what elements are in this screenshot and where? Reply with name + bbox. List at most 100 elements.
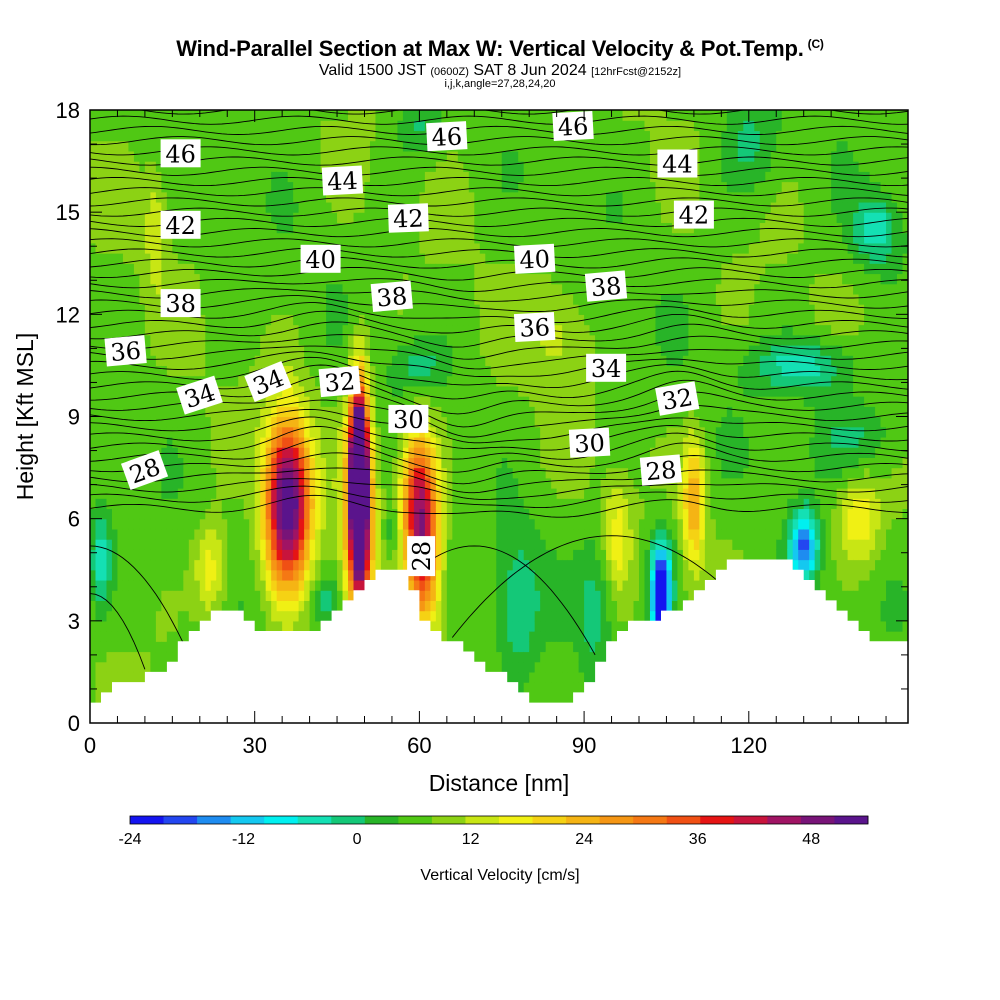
w-cell [337,191,344,203]
w-cell [369,447,377,458]
w-cell [155,253,162,264]
w-cell [122,416,130,428]
w-cell [155,365,162,377]
w-cell [238,498,245,510]
w-cell [161,120,168,132]
w-cell [342,130,349,142]
w-cell [287,253,294,264]
w-cell [172,447,179,458]
w-cell [216,508,223,520]
w-cell [221,324,228,336]
w-cell [166,559,173,571]
w-cell [320,600,327,612]
w-cell [507,344,514,356]
w-cell [183,324,190,336]
w-cell [386,396,393,407]
w-cell [243,324,250,336]
w-cell [90,283,97,295]
w-cell [106,661,113,673]
w-cell [430,457,437,469]
w-cell [276,232,283,244]
w-cell [216,181,223,193]
w-cell [457,518,464,530]
w-cell [90,620,97,632]
w-cell [183,528,190,540]
w-cell [342,191,349,203]
w-cell [408,232,415,244]
w-cell [100,242,108,254]
w-cell [457,365,464,377]
w-cell [463,232,470,244]
w-cell [221,539,228,550]
w-cell [227,488,234,499]
w-cell [128,110,135,121]
w-cell [210,344,217,356]
w-cell [304,130,311,142]
w-cell [534,447,541,458]
w-cell [337,467,344,479]
w-cell [238,140,245,152]
w-cell [298,600,305,612]
w-cell [479,334,486,346]
w-cell [309,385,316,397]
w-cell [479,365,486,377]
w-cell [254,283,261,295]
w-cell [326,130,333,142]
w-cell [282,396,289,407]
w-cell [337,539,344,550]
w-cell [106,498,113,510]
w-cell [95,263,102,275]
w-cell [111,518,119,530]
w-cell [315,518,322,530]
w-cell [320,314,327,326]
w-cell [117,161,124,172]
w-cell [150,600,157,612]
w-cell [435,488,442,499]
w-cell [375,181,382,193]
w-cell [155,212,162,223]
w-cell [90,314,97,326]
w-cell [342,549,349,561]
w-cell [155,293,162,305]
w-cell [397,130,404,142]
w-cell [122,314,130,326]
w-cell [227,263,234,275]
w-cell [216,447,223,458]
w-cell [139,641,146,653]
w-cell [534,181,541,193]
w-cell [496,171,503,183]
w-cell [413,171,420,183]
w-cell [540,293,547,305]
w-cell [534,385,541,397]
w-cell [457,477,464,489]
w-cell [496,549,503,561]
w-cell [205,508,212,520]
w-cell [364,355,371,367]
w-cell [111,447,119,458]
w-cell [122,671,130,683]
w-cell [287,304,294,315]
w-cell [468,610,475,622]
w-cell [199,171,206,183]
w-cell [249,518,256,530]
w-cell [282,569,289,581]
w-cell [408,191,415,203]
w-cell [452,355,459,367]
w-cell [298,181,305,193]
w-cell [326,528,333,540]
w-cell [128,222,135,234]
w-cell [452,488,459,499]
w-cell [479,293,486,305]
w-cell [518,498,525,510]
w-cell [106,171,113,183]
w-cell [249,528,256,540]
w-cell [177,498,184,510]
w-cell [166,426,173,438]
w-cell [364,396,371,407]
w-cell [512,355,519,367]
w-cell [402,457,410,469]
w-cell [474,110,481,121]
w-cell [128,171,135,183]
w-cell [507,447,514,458]
w-cell [243,293,250,305]
